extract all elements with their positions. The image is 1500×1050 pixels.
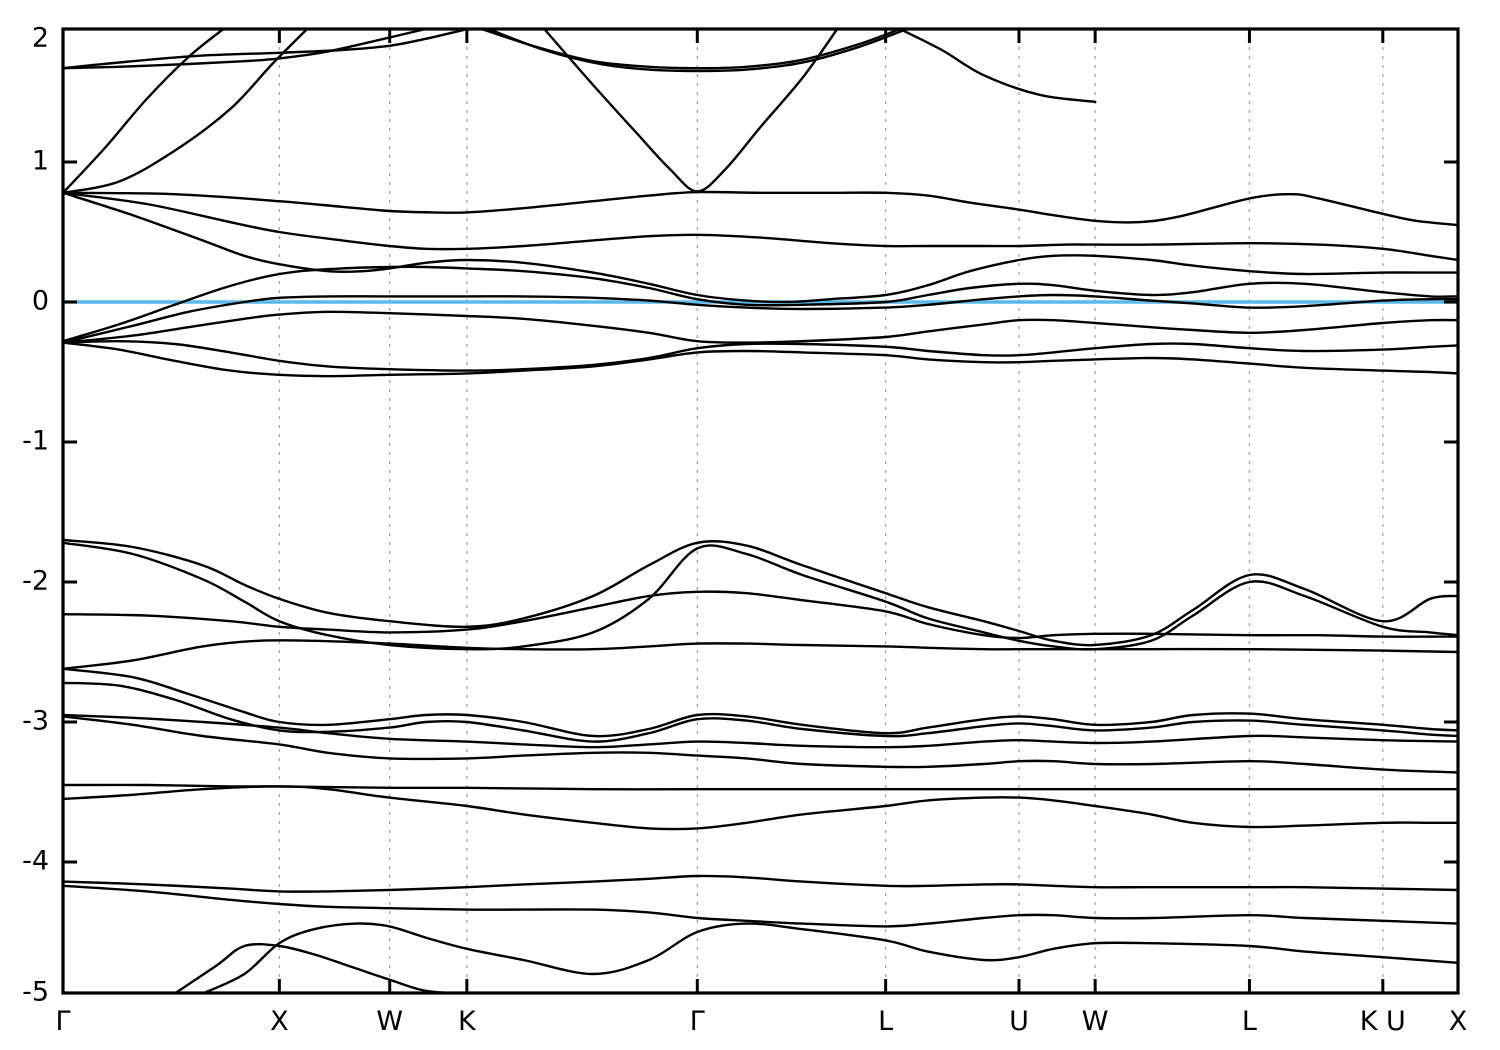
band-curve bbox=[63, 29, 309, 194]
band-curve bbox=[63, 713, 1458, 749]
x-tick-label-W: W bbox=[1082, 1006, 1109, 1037]
band-curve bbox=[63, 639, 1458, 670]
band-curve bbox=[63, 681, 1458, 743]
band-curve bbox=[63, 293, 1458, 344]
axis-frame bbox=[61, 27, 1460, 995]
x-tick-label-Γ: Γ bbox=[55, 1006, 70, 1037]
band-curve bbox=[543, 29, 839, 193]
band-curve bbox=[201, 922, 1458, 993]
band-curve bbox=[63, 874, 1458, 893]
band-curve bbox=[63, 715, 1458, 774]
band-curve bbox=[63, 29, 225, 194]
band-curve bbox=[63, 310, 1458, 344]
band-curve bbox=[63, 29, 427, 70]
band-curve bbox=[63, 785, 1458, 831]
band-curve bbox=[63, 541, 1458, 651]
x-tick-label-X: X bbox=[270, 1006, 289, 1037]
x-tick-label-K-U: K U bbox=[1360, 1006, 1406, 1037]
y-tick-label: -1 bbox=[22, 426, 49, 457]
y-tick-label: -3 bbox=[22, 706, 49, 737]
y-axis-ticks bbox=[63, 160, 1458, 864]
y-tick-label: -2 bbox=[22, 566, 49, 597]
x-tick-label-U: U bbox=[1009, 1006, 1029, 1037]
y-tick-label: 0 bbox=[32, 286, 49, 317]
x-tick-label-X: X bbox=[1449, 1006, 1468, 1037]
band-curve bbox=[63, 265, 1458, 343]
band-curve bbox=[898, 29, 1097, 103]
x-tick-label-L: L bbox=[1242, 1006, 1257, 1037]
gridlines-group bbox=[278, 29, 1384, 993]
band-curve bbox=[63, 667, 1458, 738]
y-tick-label: 1 bbox=[32, 146, 49, 177]
y-tick-label: -5 bbox=[22, 977, 49, 1008]
band-curve bbox=[63, 538, 1458, 647]
y-tick-label: 2 bbox=[32, 23, 49, 54]
x-tick-label-W: W bbox=[376, 1006, 403, 1037]
band-curve bbox=[63, 339, 1458, 372]
x-axis-ticks bbox=[277, 29, 1385, 993]
band-curves-group bbox=[63, 29, 1458, 993]
band-curve bbox=[63, 341, 1458, 378]
band-curve bbox=[63, 29, 469, 70]
band-curve bbox=[63, 191, 1458, 262]
band-curve bbox=[63, 590, 1458, 640]
x-tick-label-L: L bbox=[878, 1006, 893, 1037]
band-curve bbox=[480, 29, 902, 70]
band-curve bbox=[487, 29, 909, 73]
plot-frame bbox=[61, 27, 1460, 995]
x-tick-label-K: K bbox=[458, 1006, 477, 1037]
band-curve bbox=[63, 190, 1458, 227]
y-axis-tick-labels: 2 1 0 -1 -2 -3 -4 -5 bbox=[22, 23, 49, 1008]
band-curve bbox=[63, 884, 1458, 928]
y-tick-label: -4 bbox=[22, 846, 49, 877]
band-curve bbox=[173, 942, 468, 993]
x-tick-label-Γ: Γ bbox=[690, 1006, 705, 1037]
